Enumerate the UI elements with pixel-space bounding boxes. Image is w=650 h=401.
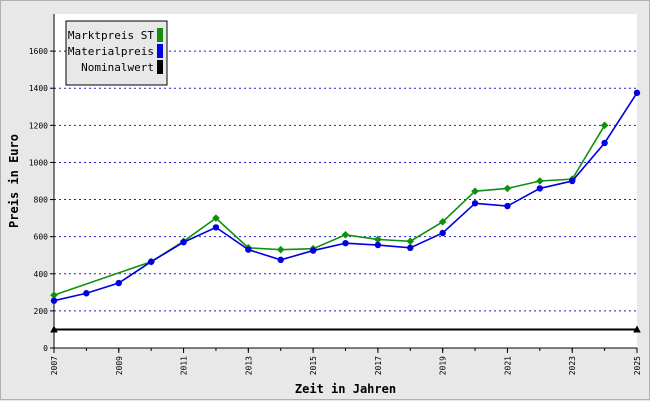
- y-tick-label-1600: 1600: [29, 47, 48, 56]
- point-0-0: [50, 291, 58, 299]
- x-tick-label-2017: 2017: [374, 356, 383, 375]
- point-1-1: [83, 290, 90, 297]
- point-0-5: [276, 245, 285, 254]
- point-0-9: [406, 237, 415, 246]
- point-1-9: [342, 239, 349, 247]
- y-tick-label-400: 400: [34, 270, 49, 279]
- y-tick-label-1200: 1200: [29, 121, 48, 130]
- point-1-0: [50, 297, 58, 304]
- point-1-14: [504, 202, 511, 210]
- legend: Marktpreis ST Materialpreis Nominalwert: [65, 20, 168, 86]
- x-tick-label-2007: 2007: [50, 356, 59, 375]
- point-0-8: [374, 235, 382, 244]
- x-tick-label-2021: 2021: [503, 356, 512, 375]
- y-tick-label-1400: 1400: [29, 84, 48, 93]
- point-0-3: [212, 214, 220, 222]
- legend-box: [65, 20, 168, 86]
- point-1-16: [569, 177, 576, 185]
- legend-swatch-2: [157, 60, 163, 74]
- y-tick-label-600: 600: [34, 233, 49, 242]
- x-tick-label-2009: 2009: [115, 356, 124, 375]
- point-0-13: [536, 177, 544, 185]
- y-tick-label-800: 800: [34, 196, 49, 205]
- y-tick-label-0: 0: [43, 344, 48, 353]
- x-tick-label-2013: 2013: [244, 356, 253, 375]
- legend-label-2: Nominalwert: [81, 61, 154, 74]
- point-2-0: [50, 325, 58, 333]
- point-1-13: [471, 200, 479, 207]
- point-0-15: [600, 121, 609, 130]
- point-1-6: [245, 246, 252, 253]
- legend-swatch-0: [157, 28, 163, 42]
- x-axis-title: Zeit in Jahren: [295, 382, 396, 396]
- x-tick-label-2023: 2023: [568, 356, 577, 375]
- point-0-10: [438, 218, 447, 226]
- y-tick-labels: 0 200 400 600 800 1000 1200 1400 1600: [29, 47, 48, 353]
- series-line-0: [53, 124, 606, 296]
- point-1-4: [180, 239, 187, 246]
- point-1-12: [439, 229, 446, 237]
- x-tick-label-2019: 2019: [439, 356, 448, 375]
- point-0-11: [471, 187, 479, 196]
- point-1-11: [407, 244, 414, 251]
- series-layer: [50, 89, 641, 333]
- point-1-3: [147, 258, 155, 265]
- point-1-2: [115, 279, 122, 287]
- x-tick-label-2015: 2015: [309, 356, 318, 375]
- point-1-7: [277, 256, 284, 264]
- point-1-5: [212, 224, 220, 231]
- point-0-12: [503, 184, 512, 193]
- point-2-1: [633, 325, 641, 333]
- x-tick-labels: 2007 2009 2011 2013 2015 2017 2019 2021 2023 2025: [50, 356, 642, 375]
- y-tick-label-200: 200: [34, 307, 49, 316]
- point-0-7: [341, 231, 350, 239]
- legend-label-1: Materialpreis: [68, 45, 154, 58]
- x-tick-label-2025: 2025: [633, 356, 642, 375]
- x-tick-label-2011: 2011: [180, 356, 189, 375]
- point-1-18: [633, 89, 641, 97]
- point-1-15: [536, 185, 544, 192]
- legend-swatch-1: [157, 44, 163, 58]
- y-tick-label-1000: 1000: [29, 158, 48, 167]
- legend-label-0: Marktpreis ST: [68, 29, 154, 42]
- point-1-17: [601, 139, 608, 147]
- point-1-8: [309, 247, 317, 254]
- point-1-10: [374, 241, 382, 249]
- y-axis-title: Preis in Euro: [7, 134, 21, 228]
